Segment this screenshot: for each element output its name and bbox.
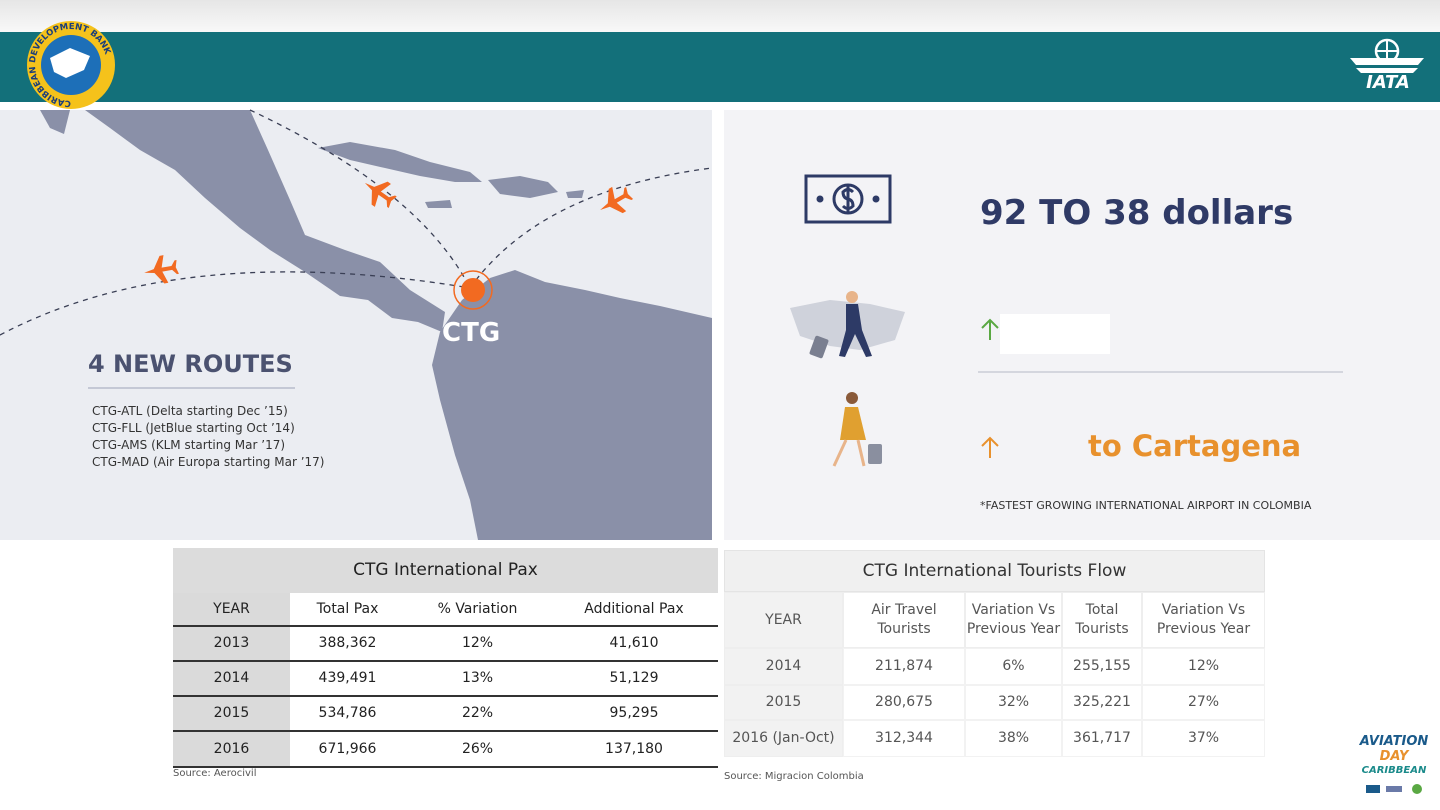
table-cell: 41,610	[550, 627, 718, 662]
table-cell: 312,344	[843, 720, 965, 757]
logo-word: DAY	[1380, 749, 1410, 764]
airport-label: CTG	[442, 318, 500, 348]
logo-word: CARIBBEAN	[1362, 765, 1427, 776]
table-cell: 2016	[173, 732, 290, 768]
pax-source: Source: Aerocivil	[173, 768, 257, 779]
column-header: Total Tourists	[1062, 592, 1142, 648]
table-cell: 27%	[1142, 685, 1265, 720]
airport-ring	[453, 270, 493, 310]
table-cell: 255,155	[1062, 648, 1142, 685]
logo-word: AVIATION	[1359, 734, 1429, 749]
money-icon	[804, 174, 892, 224]
airport-dot	[461, 278, 485, 302]
table-cell: 671,966	[290, 732, 405, 768]
map-land	[40, 110, 712, 540]
woman-icon	[832, 392, 882, 467]
table-cell: 280,675	[843, 685, 965, 720]
up-arrow-orange	[981, 436, 999, 458]
table-cell: 13%	[405, 662, 550, 697]
table-cell: 6%	[965, 648, 1062, 685]
tourists-table: CTG International Tourists Flow YEAR Air T…	[724, 550, 1265, 757]
table-cell: 22%	[405, 697, 550, 732]
column-header: Total Pax	[290, 593, 405, 627]
blank-box	[1000, 314, 1110, 354]
table-cell: 12%	[1142, 648, 1265, 685]
cdb-logo: CARIBBEAN DEVELOPMENT BANK	[27, 21, 115, 109]
footnote: *FASTEST GROWING INTERNATIONAL AIRPORT I…	[980, 499, 1312, 512]
pax-table: CTG International Pax YEAR Total Pax% Vari…	[173, 548, 718, 768]
routes-list: CTG-ATL (Delta starting Dec ’15) CTG-FLL …	[92, 404, 324, 469]
table-cell: 38%	[965, 720, 1062, 757]
route-lines	[0, 109, 713, 336]
column-header: Air Travel Tourists	[843, 592, 965, 648]
column-header: % Variation	[405, 593, 550, 627]
table-cell: 37%	[1142, 720, 1265, 757]
table-cell: 2015	[173, 697, 290, 732]
iata-logo: IATA	[1350, 38, 1424, 93]
route-item: CTG-ATL (Delta starting Dec ’15)	[92, 404, 288, 418]
fare-headline: 92 TO 38 dollars	[980, 193, 1293, 233]
table-cell: 325,221	[1062, 685, 1142, 720]
table-title: CTG International Tourists Flow	[724, 550, 1265, 592]
table-cell: 51,129	[550, 662, 718, 697]
traveler-icon	[790, 291, 905, 359]
table-cell: 2016 (Jan-Oct)	[724, 720, 843, 757]
table-cell: 2013	[173, 627, 290, 662]
table-cell: 211,874	[843, 648, 965, 685]
table-cell: 2014	[724, 648, 843, 685]
table-cell: 2015	[724, 685, 843, 720]
column-header: Variation Vs Previous Year	[965, 592, 1062, 648]
table-cell: 534,786	[290, 697, 405, 732]
top-strip	[0, 0, 1440, 32]
table-cell: 2014	[173, 662, 290, 697]
table-cell: 95,295	[550, 697, 718, 732]
up-arrow-green	[981, 318, 999, 340]
table-cell: 439,491	[290, 662, 405, 697]
tourists-headline: to Cartagena	[1088, 429, 1301, 463]
route-item: CTG-FLL (JetBlue starting Oct ’14)	[92, 421, 295, 435]
table-title: CTG International Pax	[173, 548, 718, 593]
table-cell: 32%	[965, 685, 1062, 720]
column-header: Additional Pax	[550, 593, 718, 627]
table-cell: 26%	[405, 732, 550, 768]
tourists-source: Source: Migracion Colombia	[724, 771, 864, 782]
route-item: CTG-AMS (KLM starting Mar ’17)	[92, 438, 285, 452]
column-header: YEAR	[724, 592, 843, 648]
header-bar	[0, 32, 1440, 102]
table-cell: 388,362	[290, 627, 405, 662]
table-cell: 137,180	[550, 732, 718, 768]
route-item: CTG-MAD (Air Europa starting Mar ’17)	[92, 455, 324, 469]
aviation-day-logo: AVIATION DAY CARIBBEAN	[1359, 734, 1429, 794]
column-header: YEAR	[173, 593, 290, 627]
iata-logo-text: IATA	[1366, 72, 1410, 93]
table-cell: 361,717	[1062, 720, 1142, 757]
table-cell: 12%	[405, 627, 550, 662]
routes-title: 4 NEW ROUTES	[88, 350, 293, 378]
column-header: Variation Vs Previous Year	[1142, 592, 1265, 648]
